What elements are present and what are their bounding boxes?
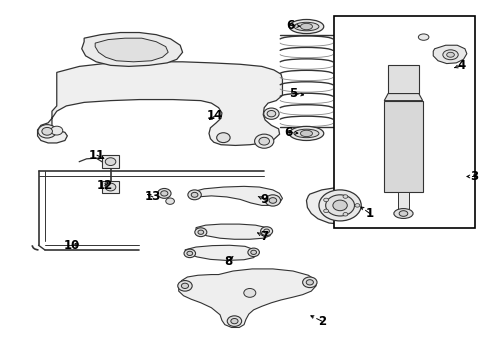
Ellipse shape	[306, 280, 314, 285]
Ellipse shape	[259, 137, 270, 145]
Ellipse shape	[178, 280, 192, 291]
Ellipse shape	[195, 228, 207, 237]
Ellipse shape	[343, 212, 348, 216]
Ellipse shape	[333, 200, 347, 211]
Ellipse shape	[231, 319, 238, 324]
Polygon shape	[102, 181, 119, 193]
Ellipse shape	[326, 195, 354, 216]
Text: 7: 7	[260, 230, 268, 243]
Bar	[398, 192, 409, 210]
Ellipse shape	[443, 50, 458, 60]
Ellipse shape	[188, 190, 201, 200]
Polygon shape	[95, 38, 168, 62]
Ellipse shape	[300, 23, 313, 30]
Ellipse shape	[294, 22, 319, 31]
Text: 5: 5	[289, 87, 297, 100]
Ellipse shape	[264, 108, 279, 119]
Polygon shape	[196, 224, 271, 239]
Ellipse shape	[181, 283, 189, 288]
Text: 11: 11	[89, 149, 105, 162]
Ellipse shape	[105, 183, 116, 191]
Polygon shape	[102, 155, 119, 168]
Ellipse shape	[324, 198, 328, 202]
Polygon shape	[38, 62, 282, 145]
Ellipse shape	[289, 19, 324, 33]
Ellipse shape	[264, 229, 270, 233]
Ellipse shape	[42, 127, 52, 135]
Ellipse shape	[191, 192, 198, 197]
Text: 13: 13	[145, 190, 161, 203]
Ellipse shape	[105, 158, 116, 166]
Ellipse shape	[255, 134, 274, 148]
Ellipse shape	[418, 34, 429, 40]
Ellipse shape	[244, 288, 256, 297]
Ellipse shape	[158, 189, 171, 198]
Ellipse shape	[38, 125, 56, 138]
Ellipse shape	[300, 130, 313, 136]
Ellipse shape	[227, 316, 242, 327]
Ellipse shape	[355, 204, 360, 207]
Ellipse shape	[184, 249, 196, 258]
Ellipse shape	[319, 190, 361, 221]
Polygon shape	[190, 186, 282, 206]
Polygon shape	[82, 32, 183, 66]
Ellipse shape	[343, 195, 348, 198]
Polygon shape	[179, 269, 316, 328]
Ellipse shape	[248, 248, 259, 257]
Ellipse shape	[161, 191, 168, 196]
Bar	[384, 101, 423, 192]
Ellipse shape	[51, 126, 63, 135]
Text: 6: 6	[284, 126, 293, 139]
Bar	[334, 16, 475, 228]
Text: 4: 4	[457, 59, 465, 72]
Ellipse shape	[289, 126, 324, 140]
Ellipse shape	[324, 209, 328, 213]
Ellipse shape	[166, 198, 174, 204]
Ellipse shape	[447, 52, 454, 57]
Polygon shape	[384, 94, 423, 100]
Polygon shape	[306, 188, 372, 224]
Text: 12: 12	[97, 179, 113, 192]
Ellipse shape	[394, 208, 413, 219]
Ellipse shape	[265, 195, 281, 206]
Polygon shape	[185, 245, 257, 260]
Text: 2: 2	[318, 315, 326, 328]
Ellipse shape	[303, 277, 317, 288]
Ellipse shape	[198, 230, 204, 234]
Ellipse shape	[269, 198, 277, 203]
Text: 3: 3	[470, 170, 479, 183]
Text: 10: 10	[64, 239, 80, 252]
Ellipse shape	[217, 133, 230, 143]
Text: 6: 6	[287, 19, 295, 32]
Text: 9: 9	[260, 193, 269, 206]
Ellipse shape	[251, 250, 257, 255]
Ellipse shape	[261, 227, 272, 235]
Ellipse shape	[399, 211, 408, 216]
Text: 8: 8	[224, 255, 232, 267]
Ellipse shape	[294, 129, 319, 138]
Text: 1: 1	[366, 207, 374, 220]
Text: 14: 14	[207, 109, 223, 122]
Polygon shape	[433, 45, 467, 64]
Ellipse shape	[267, 111, 276, 117]
Bar	[388, 66, 419, 94]
Ellipse shape	[187, 251, 193, 256]
